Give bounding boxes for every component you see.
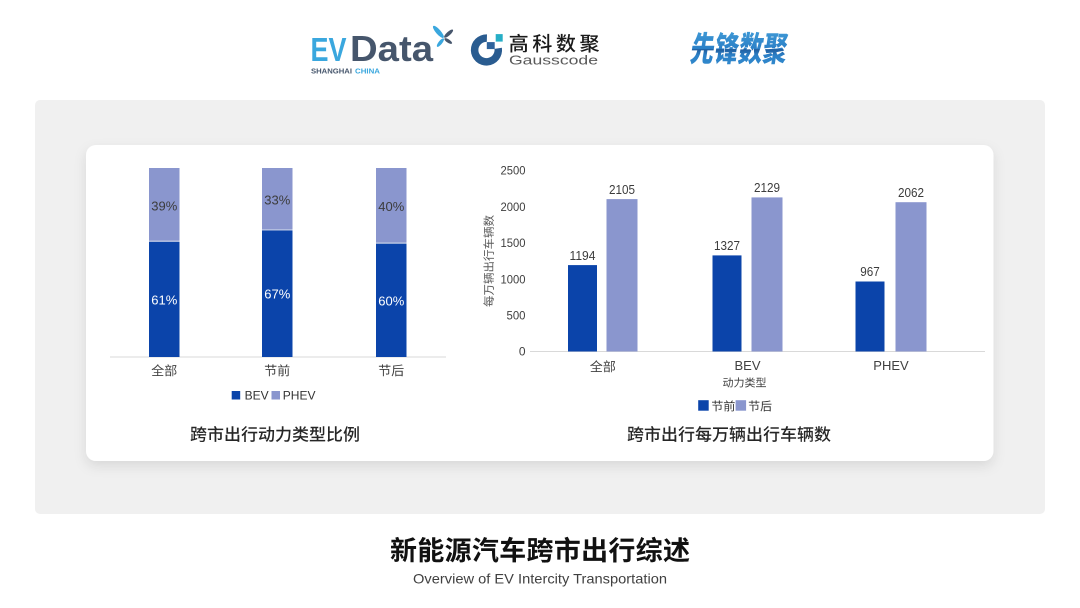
svg-text:1194: 1194 [570,248,596,263]
svg-text:Gausscode: Gausscode [509,52,598,67]
svg-text:2129: 2129 [754,180,780,195]
svg-text:40%: 40% [378,199,404,214]
svg-text:CHINA: CHINA [355,69,380,76]
svg-text:BEV: BEV [245,388,269,402]
svg-text:967: 967 [860,264,880,279]
svg-text:PHEV: PHEV [873,358,909,373]
svg-text:2062: 2062 [898,185,924,200]
svg-text:SHANGHAI: SHANGHAI [311,69,352,76]
svg-text:33%: 33% [264,193,290,208]
svg-text:500: 500 [507,309,526,323]
svg-text:0: 0 [519,345,526,359]
svg-text:2000: 2000 [501,200,526,214]
svg-text:2105: 2105 [609,182,635,197]
svg-text:PHEV: PHEV [283,388,316,402]
svg-text:1327: 1327 [714,238,740,253]
svg-text:EV: EV [311,31,347,68]
svg-text:2500: 2500 [501,164,526,178]
svg-text:1000: 1000 [501,272,526,286]
svg-text:67%: 67% [264,287,290,302]
svg-text:BEV: BEV [734,358,760,373]
svg-text:61%: 61% [151,292,177,307]
svg-text:60%: 60% [378,293,404,308]
svg-text:1500: 1500 [501,236,526,250]
svg-text:39%: 39% [151,198,177,213]
svg-text:Data: Data [350,28,434,69]
svg-text:Overview of EV Intercity Trans: Overview of EV Intercity Transportation [413,571,667,587]
